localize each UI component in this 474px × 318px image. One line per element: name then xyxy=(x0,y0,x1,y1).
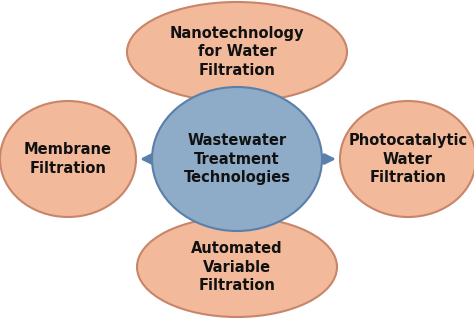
Text: Automated
Variable
Filtration: Automated Variable Filtration xyxy=(191,241,283,293)
Ellipse shape xyxy=(137,217,337,317)
Ellipse shape xyxy=(152,87,322,231)
Text: Membrane
Filtration: Membrane Filtration xyxy=(24,142,112,176)
Ellipse shape xyxy=(340,101,474,217)
Ellipse shape xyxy=(127,2,347,102)
Text: Wastewater
Treatment
Technologies: Wastewater Treatment Technologies xyxy=(183,133,291,185)
Text: Nanotechnology
for Water
Filtration: Nanotechnology for Water Filtration xyxy=(170,26,304,78)
Text: Photocatalytic
Water
Filtration: Photocatalytic Water Filtration xyxy=(348,133,467,185)
Ellipse shape xyxy=(0,101,136,217)
